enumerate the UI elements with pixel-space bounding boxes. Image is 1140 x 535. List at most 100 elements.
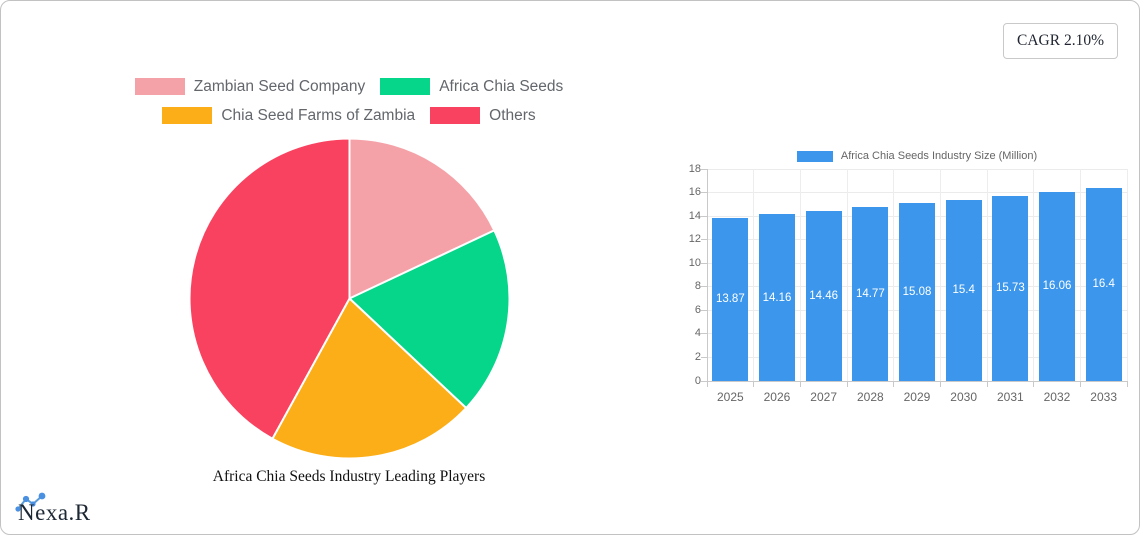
x-tick-mark bbox=[753, 381, 755, 387]
x-gridline bbox=[986, 169, 988, 381]
x-tick-mark bbox=[1126, 381, 1128, 387]
x-gridline bbox=[846, 169, 848, 381]
x-axis-tick-label: 2027 bbox=[810, 390, 837, 404]
x-tick-mark bbox=[939, 381, 941, 387]
bar-value-label: 16.4 bbox=[1092, 278, 1115, 291]
brand-name: Nexa.R bbox=[18, 500, 91, 525]
legend-swatch bbox=[430, 107, 481, 124]
bar-value-label: 16.06 bbox=[1042, 280, 1072, 293]
y-axis-tick-label: 14 bbox=[688, 209, 701, 222]
y-tick-mark bbox=[701, 262, 707, 264]
pie-chart-title: Africa Chia Seeds Industry Leading Playe… bbox=[212, 468, 486, 485]
x-tick-mark bbox=[1079, 381, 1081, 387]
bar-value-label: 14.16 bbox=[762, 291, 792, 304]
y-tick-mark bbox=[701, 380, 707, 382]
x-gridline bbox=[1033, 169, 1035, 381]
bar-value-label: 14.46 bbox=[809, 289, 839, 302]
x-axis-line bbox=[707, 381, 1127, 382]
cagr-badge: CAGR 2.10% bbox=[1003, 23, 1118, 59]
pie-legend-item: Others bbox=[430, 107, 536, 124]
x-axis-tick-label: 2031 bbox=[996, 390, 1024, 404]
bar bbox=[759, 214, 795, 381]
bar-legend-swatch bbox=[796, 150, 833, 162]
legend-label: Zambian Seed Company bbox=[193, 78, 366, 95]
x-tick-mark bbox=[799, 381, 801, 387]
bar-chart-legend: Africa Chia Seeds Industry Size (Million… bbox=[707, 150, 1127, 162]
y-tick-mark bbox=[701, 356, 707, 358]
y-tick-mark bbox=[701, 215, 707, 217]
x-axis-tick-label: 2032 bbox=[1043, 390, 1071, 404]
y-tick-mark bbox=[701, 309, 707, 311]
legend-label: Chia Seed Farms of Zambia bbox=[221, 107, 416, 124]
pie-legend-item: Chia Seed Farms of Zambia bbox=[162, 107, 415, 124]
pie-legend-item: Africa Chia Seeds bbox=[380, 78, 563, 95]
pie-legend-row: Zambian Seed Company Africa Chia Seeds bbox=[134, 78, 563, 95]
y-tick-mark bbox=[701, 333, 707, 335]
bar-value-label: 13.87 bbox=[715, 293, 745, 306]
bar bbox=[1039, 191, 1075, 381]
pie-legend: Zambian Seed Company Africa Chia Seeds Chi… bbox=[1, 78, 697, 124]
bar bbox=[852, 207, 889, 381]
pie-legend-item: Zambian Seed Company bbox=[134, 78, 366, 95]
y-axis-tick-label: 18 bbox=[688, 162, 701, 175]
x-gridline bbox=[1126, 169, 1128, 381]
y-axis-tick-label: 0 bbox=[694, 374, 701, 387]
bar-value-label: 15.73 bbox=[995, 282, 1025, 295]
y-axis-tick-label: 2 bbox=[694, 350, 701, 363]
y-tick-mark bbox=[701, 239, 707, 241]
bar-value-label: 14.77 bbox=[855, 288, 885, 301]
x-axis-tick-label: 2033 bbox=[1090, 390, 1117, 404]
y-tick-mark bbox=[701, 286, 707, 288]
x-axis-tick-label: 2026 bbox=[763, 390, 791, 404]
pie-slice-1 bbox=[348, 229, 511, 410]
x-gridline bbox=[753, 169, 755, 381]
bar bbox=[945, 199, 982, 381]
x-gridline bbox=[893, 169, 895, 381]
pie-chart bbox=[188, 137, 511, 460]
x-tick-mark bbox=[1033, 381, 1035, 387]
pie-slice-2 bbox=[271, 297, 468, 460]
y-axis-line bbox=[707, 169, 708, 381]
x-gridline bbox=[799, 169, 801, 381]
bar bbox=[712, 217, 749, 381]
pie-slice-0 bbox=[348, 137, 496, 300]
x-gridline bbox=[939, 169, 941, 381]
bar-legend-label: Africa Chia Seeds Industry Size (Million… bbox=[840, 150, 1038, 162]
bar bbox=[992, 195, 1029, 381]
x-axis-tick-label: 2028 bbox=[856, 390, 884, 404]
x-axis-tick-label: 2025 bbox=[716, 390, 744, 404]
bar-value-label: 15.08 bbox=[902, 286, 932, 299]
bar bbox=[1085, 187, 1122, 381]
x-axis-tick-label: 2029 bbox=[903, 390, 931, 404]
bar bbox=[805, 210, 842, 381]
x-tick-mark bbox=[893, 381, 895, 387]
x-tick-mark bbox=[846, 381, 848, 387]
y-axis-tick-label: 16 bbox=[688, 186, 701, 199]
line-chart-dots-icon bbox=[15, 492, 46, 512]
brand-logo: Nexa.R bbox=[14, 492, 134, 532]
y-tick-mark bbox=[701, 192, 707, 194]
pie-legend-row: Chia Seed Farms of Zambia Others bbox=[162, 107, 536, 124]
bar-value-label: 15.4 bbox=[952, 284, 975, 297]
y-tick-mark bbox=[701, 168, 707, 170]
legend-swatch bbox=[380, 78, 431, 95]
legend-swatch bbox=[134, 78, 185, 95]
x-gridline bbox=[1079, 169, 1081, 381]
y-axis-tick-label: 8 bbox=[694, 280, 701, 293]
legend-label: Africa Chia Seeds bbox=[439, 78, 564, 95]
pie-slice-3 bbox=[188, 137, 351, 440]
y-axis-tick-label: 6 bbox=[694, 303, 701, 316]
y-gridline bbox=[707, 192, 1127, 194]
y-axis-tick-label: 4 bbox=[694, 327, 701, 340]
y-axis-tick-label: 12 bbox=[688, 233, 701, 246]
bar bbox=[899, 203, 935, 381]
bar-chart-plot: 0 2 4 6 8 10 12 14 16 18 13.87 2025 14.16 2026 14.46 20… bbox=[689, 163, 1128, 404]
x-tick-mark bbox=[986, 381, 988, 387]
y-axis-tick-label: 10 bbox=[688, 256, 701, 269]
legend-swatch bbox=[162, 107, 213, 124]
legend-label: Others bbox=[489, 107, 536, 124]
x-tick-mark bbox=[706, 381, 708, 387]
x-axis-tick-label: 2030 bbox=[950, 390, 977, 404]
cagr-label: CAGR 2.10% bbox=[1017, 32, 1104, 49]
